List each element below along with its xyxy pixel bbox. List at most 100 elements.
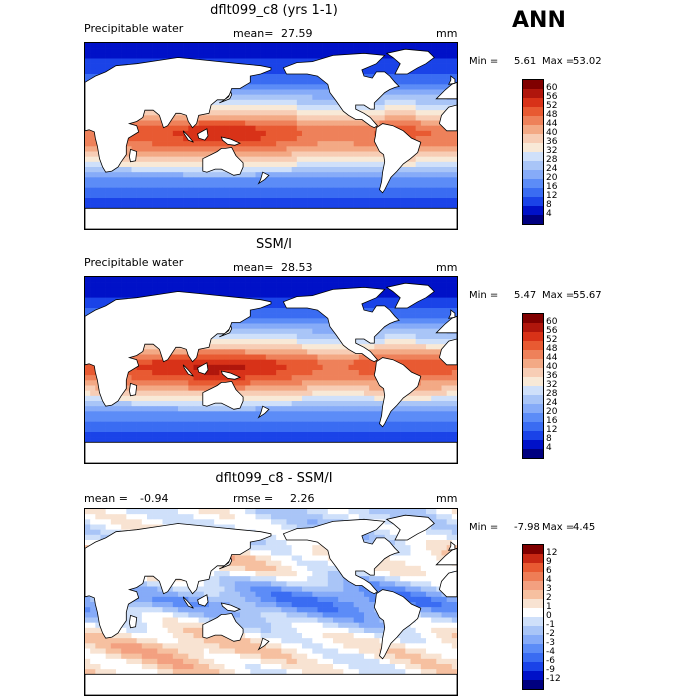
field-cell bbox=[131, 198, 137, 204]
field-cell bbox=[281, 354, 287, 360]
field-cell bbox=[400, 323, 406, 329]
field-cell bbox=[379, 120, 385, 126]
field-cell bbox=[317, 277, 323, 283]
field-cell bbox=[426, 375, 432, 381]
field-cell bbox=[85, 187, 91, 194]
field-cell bbox=[276, 99, 282, 106]
field-cell bbox=[121, 53, 127, 59]
field-cell bbox=[436, 105, 442, 111]
field-cell bbox=[333, 349, 339, 355]
field-cell bbox=[338, 380, 344, 386]
field-cell bbox=[281, 141, 287, 147]
field-cell bbox=[157, 151, 163, 157]
field-cell bbox=[400, 110, 406, 116]
field-cell bbox=[240, 182, 246, 188]
field-cell bbox=[358, 125, 365, 132]
land-mass bbox=[282, 52, 400, 129]
field-cell bbox=[224, 203, 230, 209]
field-cell bbox=[307, 328, 313, 335]
field-cell bbox=[203, 385, 210, 391]
field-cell bbox=[307, 421, 313, 428]
field-cell bbox=[95, 156, 101, 163]
field-cell bbox=[126, 141, 132, 147]
field-cell bbox=[260, 349, 267, 355]
field-cell bbox=[307, 99, 313, 106]
field-cell bbox=[333, 354, 339, 360]
field-cell bbox=[121, 282, 127, 288]
field-cell bbox=[374, 146, 380, 152]
field-cell bbox=[126, 161, 132, 168]
field-cell bbox=[369, 161, 375, 168]
field-cell bbox=[245, 136, 251, 142]
field-cell bbox=[198, 141, 205, 147]
field-cell bbox=[141, 406, 148, 412]
field-cell bbox=[405, 339, 411, 345]
field-cell bbox=[172, 203, 179, 209]
field-cell bbox=[420, 395, 427, 402]
field-cell bbox=[410, 333, 416, 340]
field-cell bbox=[271, 359, 277, 366]
field-cell bbox=[451, 192, 457, 199]
field-cell bbox=[85, 151, 91, 157]
field-cell bbox=[286, 79, 292, 85]
field-cell bbox=[358, 411, 365, 417]
field-cell bbox=[296, 390, 303, 397]
field-cell bbox=[281, 161, 287, 168]
field-cell bbox=[296, 156, 303, 163]
field-cell bbox=[389, 339, 396, 345]
field-cell bbox=[193, 53, 199, 59]
field-cell bbox=[317, 437, 323, 443]
field-cell bbox=[95, 277, 101, 283]
field-cell bbox=[271, 130, 277, 137]
field-cell bbox=[167, 426, 174, 433]
field-cell bbox=[333, 344, 339, 350]
field-cell bbox=[85, 172, 91, 178]
field-cell bbox=[389, 432, 396, 438]
panel-1-colorbar bbox=[522, 79, 544, 225]
field-cell bbox=[302, 74, 308, 80]
field-cell bbox=[245, 318, 251, 324]
field-cell bbox=[312, 156, 318, 163]
field-cell bbox=[286, 406, 292, 412]
field-cell bbox=[317, 354, 323, 360]
field-cell bbox=[410, 161, 416, 168]
field-cell bbox=[209, 192, 215, 199]
field-cell bbox=[172, 349, 179, 355]
field-cell bbox=[126, 277, 132, 283]
field-cell bbox=[353, 390, 360, 397]
field-cell bbox=[245, 437, 251, 443]
field-cell bbox=[415, 136, 422, 142]
field-cell bbox=[152, 141, 158, 147]
field-cell bbox=[147, 198, 153, 204]
colorbar-tick-label: 36 bbox=[546, 137, 558, 147]
field-cell bbox=[312, 339, 318, 345]
field-cell bbox=[431, 105, 437, 111]
field-cell bbox=[85, 395, 91, 402]
field-cell bbox=[431, 318, 437, 324]
field-cell bbox=[271, 287, 277, 293]
field-cell bbox=[116, 287, 122, 293]
field-cell bbox=[255, 136, 261, 142]
field-cell bbox=[420, 411, 427, 417]
field-cell bbox=[296, 84, 303, 90]
field-cell bbox=[296, 344, 303, 350]
field-cell bbox=[95, 187, 101, 194]
field-cell bbox=[105, 421, 112, 428]
field-cell bbox=[172, 141, 179, 147]
field-cell bbox=[307, 156, 313, 163]
field-cell bbox=[271, 364, 277, 371]
field-cell bbox=[90, 187, 96, 194]
panel-1-max-value: 53.02 bbox=[573, 56, 602, 67]
field-cell bbox=[167, 421, 174, 428]
field-cell bbox=[431, 421, 437, 428]
field-cell bbox=[250, 395, 256, 402]
field-cell bbox=[322, 344, 329, 350]
field-cell bbox=[415, 172, 422, 178]
field-cell bbox=[209, 277, 215, 283]
field-cell bbox=[136, 395, 143, 402]
field-cell bbox=[276, 146, 282, 152]
field-cell bbox=[136, 426, 143, 433]
field-cell bbox=[369, 416, 375, 422]
field-cell bbox=[291, 385, 298, 391]
field-cell bbox=[405, 344, 411, 350]
